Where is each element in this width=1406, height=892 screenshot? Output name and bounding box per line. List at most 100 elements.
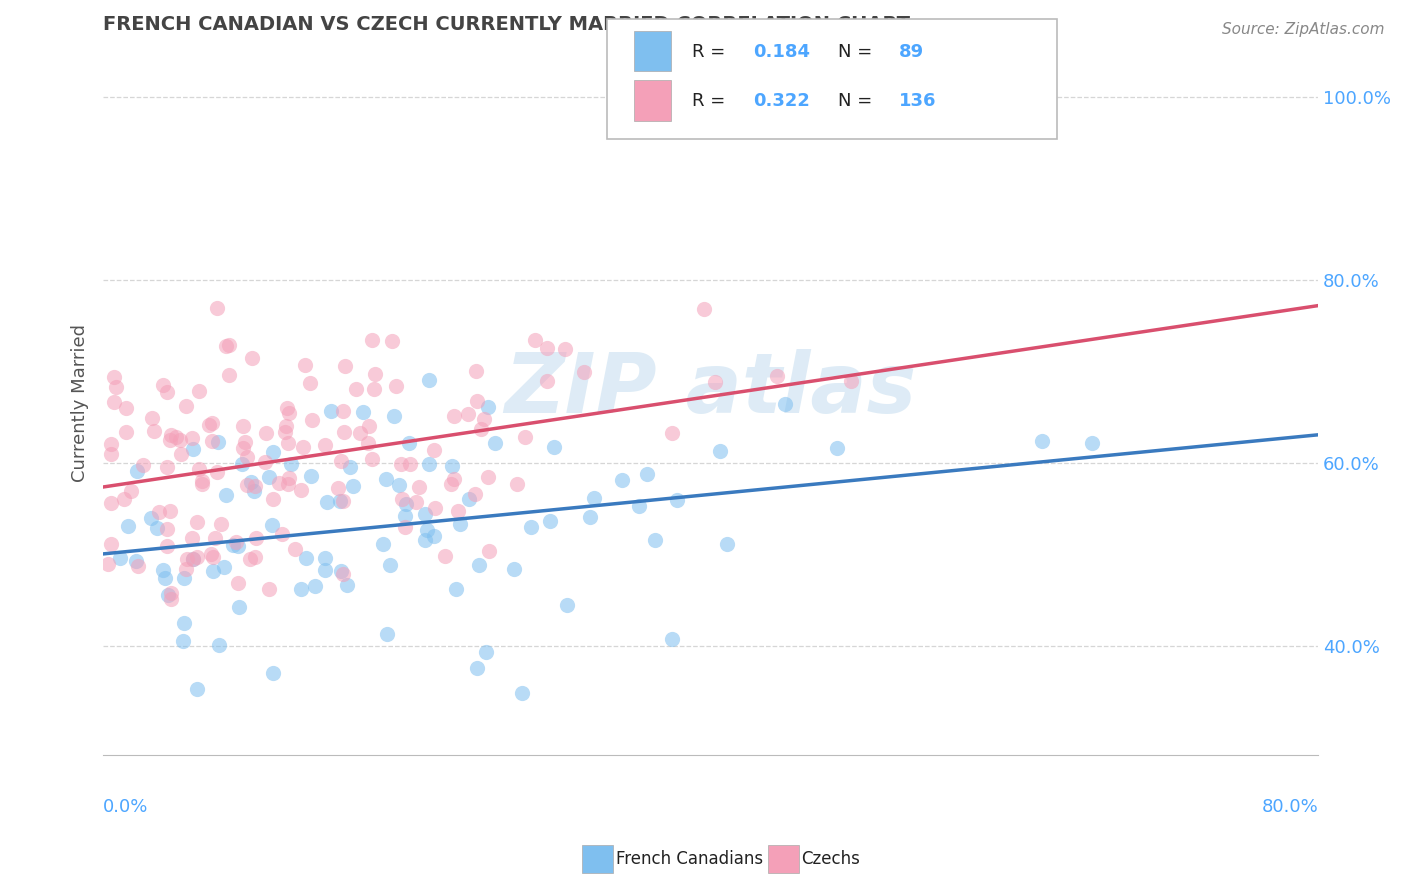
- Point: [344, 382, 367, 396]
- Point: [274, 425, 297, 439]
- Point: [226, 576, 249, 591]
- Point: [408, 480, 430, 494]
- Point: [375, 626, 398, 640]
- Point: [290, 582, 312, 596]
- Point: [172, 633, 194, 648]
- Point: [332, 493, 354, 508]
- Point: [398, 457, 420, 471]
- Point: [159, 592, 181, 607]
- Point: [1031, 434, 1053, 448]
- Point: [262, 665, 284, 680]
- Point: [465, 393, 488, 408]
- Point: [283, 542, 305, 557]
- Point: [117, 518, 139, 533]
- Point: [502, 562, 524, 576]
- Point: [100, 447, 122, 461]
- Point: [201, 416, 224, 430]
- Point: [314, 438, 336, 452]
- Point: [257, 470, 280, 484]
- Point: [464, 486, 486, 500]
- Point: [839, 374, 862, 388]
- Point: [440, 476, 463, 491]
- Point: [169, 433, 191, 447]
- Point: [716, 537, 738, 551]
- Point: [543, 440, 565, 454]
- Point: [449, 516, 471, 531]
- Point: [173, 616, 195, 631]
- Point: [395, 497, 418, 511]
- Point: [333, 425, 356, 439]
- Point: [352, 405, 374, 419]
- Point: [186, 550, 208, 565]
- Point: [228, 599, 250, 614]
- Point: [465, 661, 488, 675]
- Point: [554, 342, 576, 356]
- Point: [156, 385, 179, 400]
- Point: [262, 491, 284, 506]
- Point: [142, 424, 165, 438]
- Point: [240, 351, 263, 365]
- Point: [357, 436, 380, 450]
- Point: [423, 443, 446, 458]
- Point: [444, 582, 467, 596]
- Point: [434, 549, 457, 564]
- Point: [329, 564, 352, 578]
- Point: [103, 395, 125, 409]
- Point: [477, 400, 499, 414]
- Point: [277, 477, 299, 491]
- Point: [181, 551, 204, 566]
- Point: [361, 452, 384, 467]
- FancyBboxPatch shape: [634, 31, 671, 71]
- Point: [380, 558, 402, 573]
- Point: [205, 301, 228, 315]
- Point: [269, 476, 291, 491]
- Point: [385, 378, 408, 392]
- Point: [644, 533, 666, 547]
- Point: [243, 549, 266, 564]
- Point: [709, 443, 731, 458]
- Point: [315, 495, 337, 509]
- Point: [159, 504, 181, 518]
- Text: R =: R =: [692, 92, 731, 110]
- Point: [536, 375, 558, 389]
- Point: [259, 582, 281, 596]
- Point: [1080, 436, 1102, 450]
- Point: [174, 399, 197, 413]
- Point: [572, 365, 595, 379]
- Point: [148, 505, 170, 519]
- Point: [332, 566, 354, 581]
- Point: [254, 455, 277, 469]
- Point: [201, 564, 224, 578]
- Point: [105, 380, 128, 394]
- Point: [170, 447, 193, 461]
- Point: [773, 397, 796, 411]
- Point: [610, 473, 633, 487]
- Point: [204, 531, 226, 545]
- Point: [443, 472, 465, 486]
- Point: [112, 492, 135, 507]
- Point: [389, 457, 412, 471]
- Point: [141, 411, 163, 425]
- Y-axis label: Currently Married: Currently Married: [72, 324, 89, 482]
- Point: [363, 382, 385, 396]
- Point: [703, 375, 725, 389]
- Point: [536, 342, 558, 356]
- Point: [470, 422, 492, 436]
- Point: [214, 339, 236, 353]
- Point: [666, 492, 689, 507]
- Point: [520, 520, 543, 534]
- Point: [125, 554, 148, 568]
- Point: [336, 578, 359, 592]
- Text: 0.0%: 0.0%: [103, 797, 149, 815]
- Point: [100, 496, 122, 510]
- Point: [120, 484, 142, 499]
- Point: [218, 338, 240, 352]
- Point: [156, 539, 179, 553]
- Point: [326, 481, 349, 495]
- Point: [474, 645, 496, 659]
- Point: [271, 527, 294, 541]
- Point: [295, 550, 318, 565]
- Text: Source: ZipAtlas.com: Source: ZipAtlas.com: [1222, 22, 1385, 37]
- Point: [276, 401, 298, 416]
- Point: [457, 491, 479, 506]
